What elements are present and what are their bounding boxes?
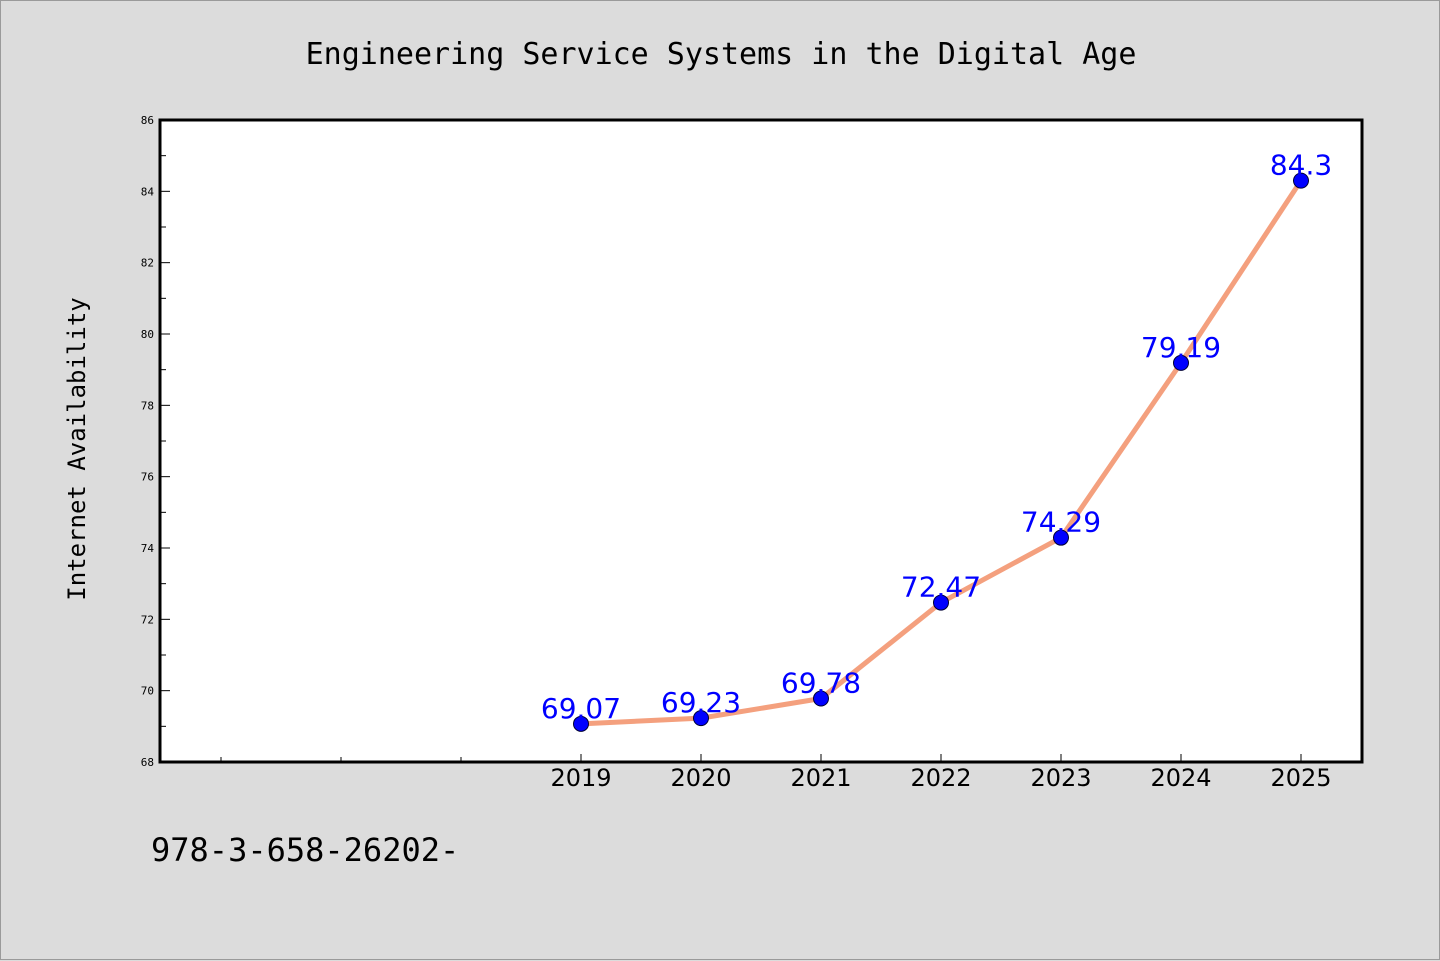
plot-area <box>158 118 1364 764</box>
data-point <box>1293 172 1309 189</box>
data-label: 72.47 <box>901 571 981 604</box>
x-tick-label: 2020 <box>670 764 731 792</box>
y-tick-label: 74 <box>141 542 155 555</box>
y-tick-label: 82 <box>141 257 154 270</box>
x-axis: 2019 2020 2021 2022 2023 2024 2025 <box>220 754 1332 792</box>
y-tick-label: 86 <box>141 114 154 127</box>
data-label: 69.07 <box>541 692 621 725</box>
series-internet-availability <box>573 172 1309 732</box>
x-tick-label: 2024 <box>1150 764 1211 792</box>
data-label: 74.29 <box>1021 506 1101 539</box>
y-tick-label: 70 <box>141 685 154 698</box>
data-label: 79.19 <box>1141 331 1221 364</box>
data-point <box>573 715 589 732</box>
y-tick-label: 84 <box>141 185 155 198</box>
y-axis-label: Internet Availability <box>63 297 91 600</box>
y-tick-label: 78 <box>141 399 154 412</box>
y-tick-label: 80 <box>141 328 154 341</box>
x-tick-label: 2019 <box>550 764 611 792</box>
data-label: 84.3 <box>1270 149 1332 182</box>
y-tick-label: 68 <box>141 756 154 769</box>
footer-code: 978-3-658-26202- <box>151 831 460 869</box>
x-tick-label: 2021 <box>790 764 851 792</box>
chart-title: Engineering Service Systems in the Digit… <box>306 37 1137 72</box>
data-label: 69.23 <box>661 686 741 719</box>
data-point <box>933 594 949 611</box>
y-tick-label: 76 <box>141 471 154 484</box>
x-tick-label: 2025 <box>1270 764 1331 792</box>
y-tick-label: 72 <box>141 613 154 626</box>
data-label: 69.78 <box>781 667 861 700</box>
x-tick-label: 2022 <box>910 764 971 792</box>
data-point <box>1053 529 1069 546</box>
data-point <box>693 710 709 727</box>
data-point <box>813 690 829 707</box>
data-point <box>1173 354 1189 371</box>
x-tick-label: 2023 <box>1030 764 1091 792</box>
y-axis: 68 70 72 74 76 78 80 82 84 86 <box>141 114 170 769</box>
data-labels: 69.07 69.23 69.78 72.47 74.29 79.19 84.3 <box>541 149 1332 725</box>
